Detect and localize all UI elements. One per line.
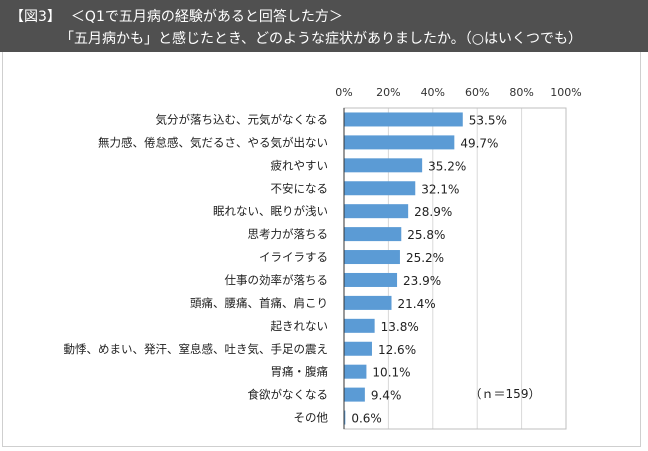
figure-label: 【図3】 bbox=[10, 9, 61, 25]
category-label: 眠れない、眠りが浅い bbox=[213, 204, 328, 218]
category-label: 無力感、倦怠感、気だるさ、やる気が出ない bbox=[98, 135, 328, 149]
data-label: 53.5% bbox=[469, 113, 507, 127]
bar bbox=[344, 181, 416, 196]
bar bbox=[344, 410, 346, 425]
bar bbox=[344, 158, 423, 173]
figure-frame bbox=[2, 52, 641, 447]
header-line1: ＜Q1で五月病の経験があると回答した方＞ bbox=[70, 9, 343, 25]
x-tick-label: 60% bbox=[465, 86, 489, 99]
data-label: 49.7% bbox=[460, 136, 498, 150]
data-label: 21.4% bbox=[398, 297, 436, 311]
category-label: 不安になる bbox=[271, 181, 329, 195]
category-label: 疲れやすい bbox=[271, 158, 329, 172]
category-label: 食欲がなくなる bbox=[248, 388, 329, 402]
category-label: 起きれない bbox=[271, 319, 329, 333]
x-tick-label: 40% bbox=[421, 86, 445, 99]
category-label: 頭痛、腰痛、首痛、肩こり bbox=[190, 296, 328, 310]
bar bbox=[344, 364, 367, 379]
bar bbox=[344, 204, 409, 219]
x-tick-label: 80% bbox=[509, 86, 533, 99]
bar bbox=[344, 135, 455, 150]
sample-size-annotation: （ｎ＝159） bbox=[470, 387, 541, 401]
x-tick-label: 20% bbox=[376, 86, 400, 99]
data-label: 23.9% bbox=[403, 274, 441, 288]
data-label: 0.6% bbox=[351, 412, 382, 426]
x-tick-label: 100% bbox=[550, 86, 581, 99]
bar bbox=[344, 250, 400, 265]
category-label: 胃痛・腹痛 bbox=[271, 365, 329, 379]
data-label: 35.2% bbox=[428, 159, 466, 173]
bar bbox=[344, 272, 398, 287]
data-label: 28.9% bbox=[414, 205, 452, 219]
bar bbox=[344, 112, 463, 127]
data-label: 12.6% bbox=[378, 343, 416, 357]
figure-header: 【図3】 ＜Q1で五月病の経験があると回答した方＞ 「五月病かも」と感じたとき、ど… bbox=[0, 0, 648, 52]
header-line2: 「五月病かも」と感じたとき、どのような症状がありましたか。（○はいくつでも） bbox=[60, 31, 582, 47]
x-tick-label: 0% bbox=[335, 86, 352, 99]
category-label: その他 bbox=[294, 411, 329, 425]
bar bbox=[344, 295, 392, 310]
category-label: 思考力が落ちる bbox=[248, 227, 329, 241]
plot-area bbox=[343, 107, 567, 430]
bar bbox=[344, 341, 372, 356]
bar bbox=[344, 318, 375, 333]
category-label: 動悸、めまい、発汗、窒息感、吐き気、手足の震え bbox=[64, 342, 329, 356]
data-label: 9.4% bbox=[371, 389, 402, 403]
data-label: 32.1% bbox=[421, 182, 459, 196]
category-label: 仕事の効率が落ちる bbox=[225, 273, 329, 287]
data-label: 25.8% bbox=[407, 228, 445, 242]
bar bbox=[344, 227, 402, 242]
data-label: 10.1% bbox=[372, 366, 410, 380]
data-label: 13.8% bbox=[381, 320, 419, 334]
data-label: 25.2% bbox=[406, 251, 444, 265]
bar bbox=[344, 387, 365, 402]
category-label: 気分が落ち込む、元気がなくなる bbox=[156, 112, 329, 126]
category-label: イライラする bbox=[259, 250, 328, 264]
